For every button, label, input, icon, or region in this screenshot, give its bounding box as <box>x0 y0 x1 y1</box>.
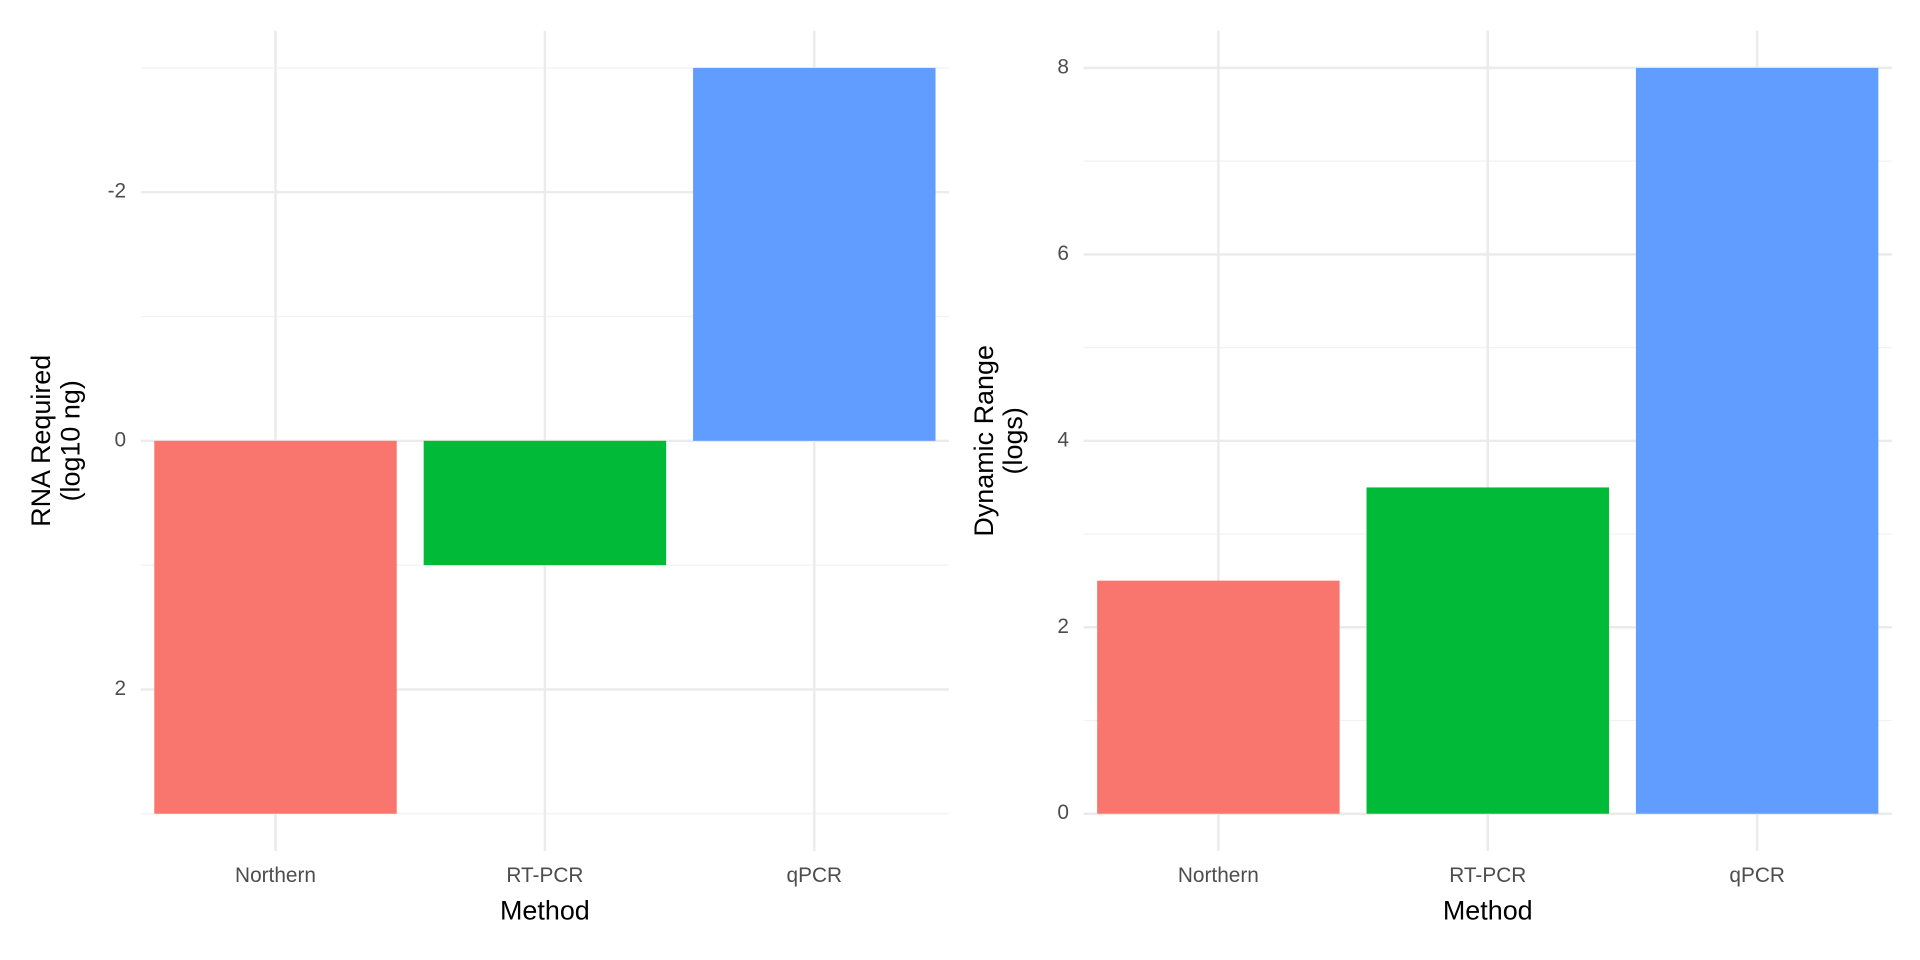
y-axis-title: Dynamic Range <box>969 345 999 537</box>
x-axis-title: Method <box>1443 895 1533 925</box>
bar <box>1097 580 1340 814</box>
y-tick-label: 2 <box>1057 615 1069 638</box>
y-tick-label: 6 <box>1057 242 1069 265</box>
bar <box>1366 487 1609 814</box>
x-tick-label: qPCR <box>1729 864 1784 887</box>
y-tick-label: 0 <box>115 428 127 451</box>
bar <box>154 440 397 814</box>
y-axis-title: (log10 ng) <box>55 380 85 501</box>
y-axis-title: (logs) <box>998 407 1028 474</box>
y-tick-label: 2 <box>115 677 127 700</box>
x-axis-title: Method <box>500 895 590 925</box>
x-tick-label: RT-PCR <box>1449 864 1526 887</box>
bar <box>693 67 936 441</box>
x-tick-label: Northern <box>1178 864 1259 887</box>
x-tick-label: Northern <box>235 864 316 887</box>
y-tick-label: 4 <box>1057 428 1069 451</box>
x-tick-label: RT-PCR <box>506 864 583 887</box>
y-tick-label: 8 <box>1057 55 1069 78</box>
x-tick-label: qPCR <box>787 864 842 887</box>
y-tick-label: 0 <box>1057 801 1069 824</box>
y-axis-title: RNA Required <box>26 355 56 527</box>
bar <box>423 440 667 566</box>
y-tick-label: -2 <box>108 180 127 203</box>
bar <box>1635 67 1879 814</box>
